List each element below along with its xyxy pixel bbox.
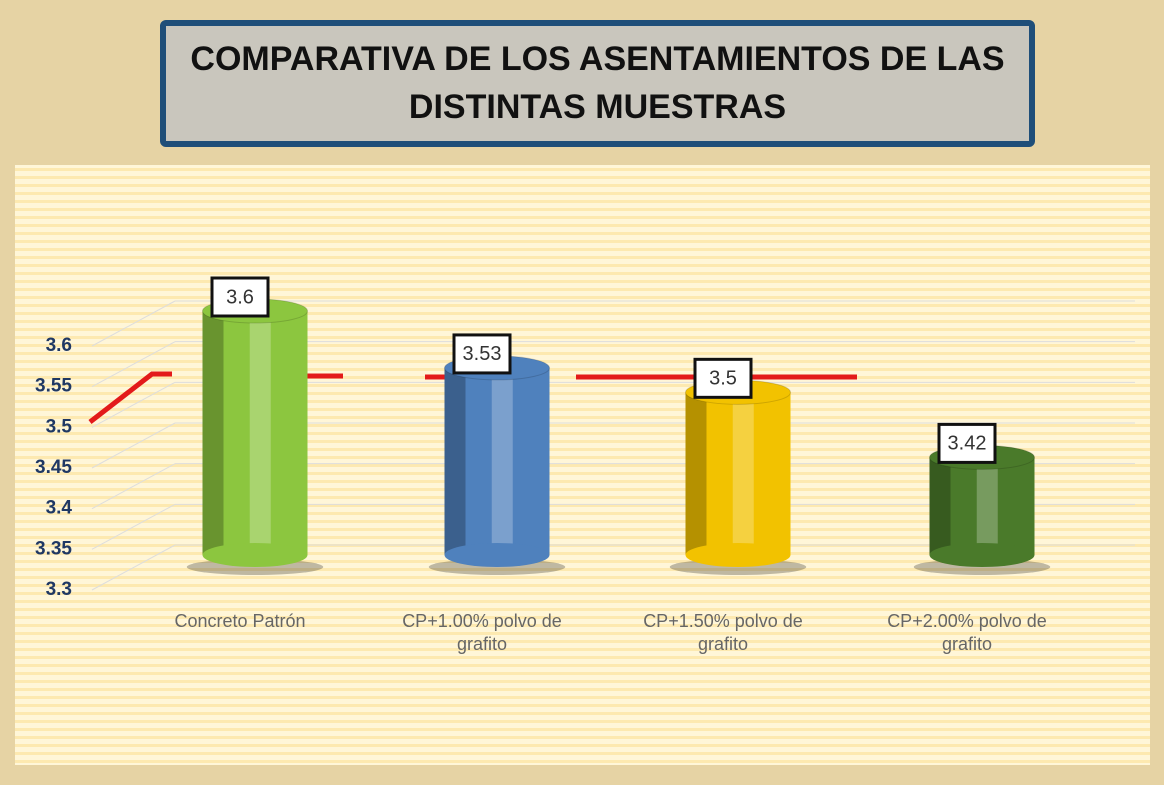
grid-line <box>91 341 176 388</box>
data-label: 3.5 <box>709 368 737 390</box>
bar-body <box>685 392 791 555</box>
bar <box>186 298 324 575</box>
y-tick-label: 3.4 <box>46 498 73 519</box>
x-tick-label: Concreto Patrón <box>174 611 306 631</box>
bar-bottom <box>685 543 791 567</box>
grid-line <box>91 381 176 428</box>
y-tick-label: 3.35 <box>35 538 72 559</box>
bar-shade <box>929 457 951 555</box>
bar <box>669 379 807 575</box>
bar-highlight <box>491 367 513 555</box>
y-tick-label: 3.55 <box>35 376 72 397</box>
x-tick-label: CP+1.00% polvo de grafito <box>402 611 562 655</box>
bar-shade <box>444 367 466 555</box>
bar-bottom <box>929 543 1035 567</box>
chart-title: COMPARATIVA DE LOS ASENTAMIENTOS DE LAS … <box>160 20 1035 147</box>
bar-shade <box>685 392 707 555</box>
y-tick-label: 3.45 <box>35 457 72 478</box>
y-tick-label: 3.6 <box>46 335 72 356</box>
grid-line <box>91 422 176 469</box>
bar-body <box>444 367 550 555</box>
bar-body <box>202 311 308 555</box>
bar-shade <box>202 311 224 555</box>
grid-line <box>91 503 176 550</box>
data-label: 3.6 <box>226 286 254 308</box>
data-label-box <box>693 357 753 399</box>
grid-line <box>91 300 176 347</box>
bar-bottom <box>444 543 550 567</box>
bar <box>428 355 566 575</box>
grid-line <box>91 544 176 591</box>
bar-highlight <box>732 392 754 555</box>
data-label-box <box>210 276 270 318</box>
bar-bottom <box>202 543 308 567</box>
bar-highlight <box>249 311 271 555</box>
x-tick-label: CP+2.00% polvo de grafito <box>887 611 1047 655</box>
data-label-box <box>937 422 997 464</box>
bar-highlight <box>976 457 998 555</box>
data-label-box <box>452 333 512 375</box>
x-tick-label: CP+1.50% polvo de grafito <box>643 611 803 655</box>
data-label: 3.53 <box>463 343 502 365</box>
grid-line <box>91 463 176 510</box>
y-tick-label: 3.5 <box>46 416 73 437</box>
data-label: 3.42 <box>948 433 987 455</box>
y-tick-label: 3.3 <box>46 579 72 600</box>
bar <box>913 444 1051 575</box>
bar-body <box>929 457 1035 555</box>
